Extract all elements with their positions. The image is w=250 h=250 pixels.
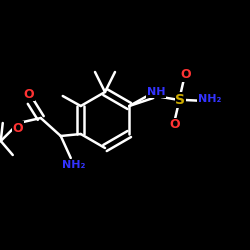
Text: NH: NH bbox=[147, 87, 166, 97]
Text: O: O bbox=[24, 88, 34, 101]
Text: S: S bbox=[175, 93, 185, 107]
Text: NH₂: NH₂ bbox=[62, 160, 86, 170]
Text: NH₂: NH₂ bbox=[198, 94, 221, 104]
Text: O: O bbox=[180, 68, 190, 82]
Text: O: O bbox=[12, 122, 23, 134]
Text: O: O bbox=[169, 118, 179, 132]
